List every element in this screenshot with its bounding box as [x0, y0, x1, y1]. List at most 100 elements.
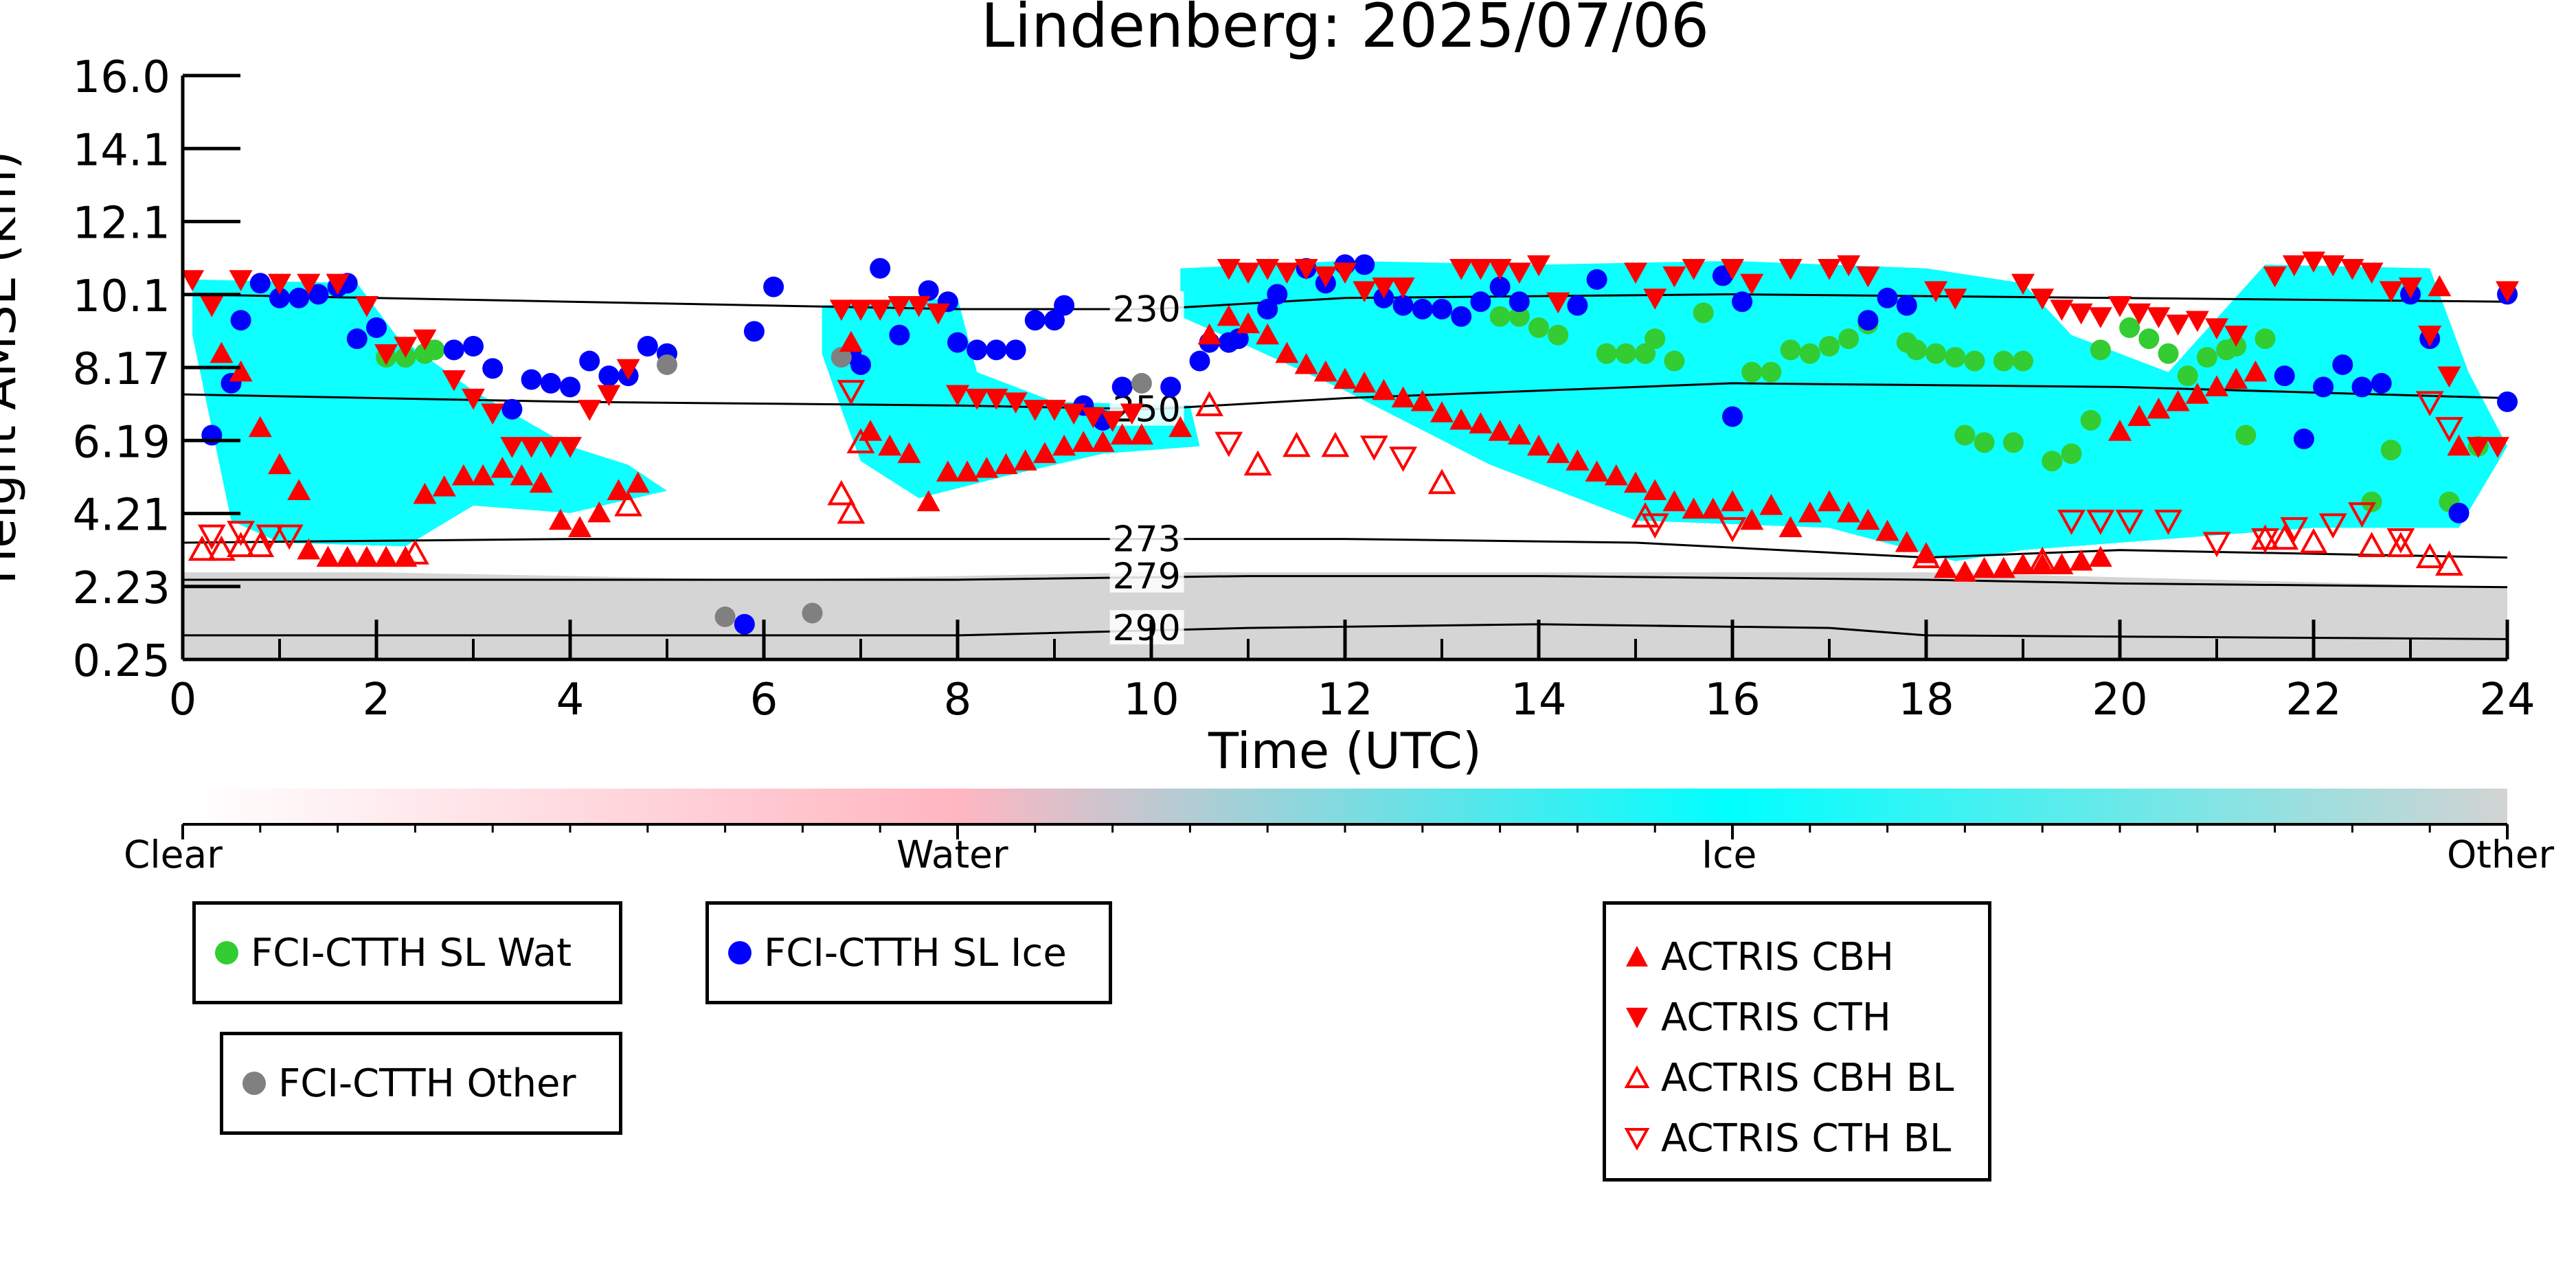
point-actris-cth-35 — [1120, 403, 1144, 425]
point-fci-ctth-sl-wat-15 — [1761, 361, 1782, 383]
point-actris-cbh-75 — [1875, 519, 1899, 541]
point-fci-ctth-sl-ice-77 — [2448, 502, 2470, 523]
point-actris-cbh-72 — [1818, 490, 1841, 512]
point-actris-cbh-37 — [1110, 423, 1134, 445]
point-fci-ctth-sl-ice-78 — [2497, 391, 2518, 412]
point-actris-cbh-50 — [1391, 386, 1415, 408]
contour-line-250 — [183, 382, 2507, 411]
point-fci-ctth-sl-ice-67 — [1877, 287, 1898, 308]
point-actris-cbh-bl-15 — [1912, 543, 1941, 569]
point-actris-cth-86 — [2466, 437, 2490, 458]
point-actris-cbh-2 — [248, 416, 272, 438]
point-actris-cth-31 — [1043, 400, 1066, 421]
contour-line-273 — [183, 538, 2507, 559]
point-actris-cth-52 — [1624, 262, 1647, 284]
point-actris-cbh-84 — [2050, 553, 2074, 574]
contour-label-bg-279 — [1109, 558, 1184, 593]
point-actris-cbh-52 — [1430, 401, 1454, 422]
point-actris-cbh-57 — [1527, 434, 1550, 456]
point-actris-cth-56 — [1721, 259, 1744, 280]
point-actris-cbh-31 — [994, 453, 1018, 475]
point-actris-cth-16 — [558, 437, 582, 458]
series-fci-ctth-sl-ice — [201, 254, 2518, 635]
point-actris-cbh-55 — [1488, 420, 1512, 441]
x-tick-label-0: 0 — [169, 675, 197, 725]
series-actris-cbh — [210, 275, 2471, 582]
point-actris-cth-39 — [1275, 262, 1299, 284]
point-actris-cbh-bl-16 — [2028, 546, 2057, 572]
point-actris-cth-22 — [868, 300, 892, 321]
point-actris-cbh-95 — [2428, 275, 2452, 297]
point-actris-cbh-10 — [394, 545, 418, 567]
colorbar — [181, 789, 2509, 839]
point-fci-ctth-sl-ice-27 — [850, 354, 871, 375]
point-actris-cbh-81 — [1991, 556, 2015, 578]
point-actris-cbh-9 — [374, 545, 398, 567]
series-actris-cth-bl — [197, 380, 2463, 558]
series-actris-cbh-bl — [188, 391, 2463, 576]
point-actris-cbh-94 — [2244, 360, 2268, 382]
point-actris-cth-10 — [442, 370, 466, 392]
point-fci-ctth-sl-ice-55 — [1412, 299, 1433, 319]
point-actris-cbh-15 — [490, 457, 515, 478]
point-actris-cth-27 — [965, 388, 989, 410]
point-actris-cth-23 — [888, 296, 912, 317]
point-actris-cbh-0 — [210, 341, 234, 363]
x-tick-label-4: 8 — [944, 675, 972, 725]
triangle-down-icon — [1613, 997, 1661, 1038]
point-fci-ctth-sl-wat-17 — [1799, 343, 1820, 364]
point-actris-cth-bl-5 — [1214, 431, 1243, 457]
point-fci-ctth-sl-ice-29 — [889, 324, 910, 346]
point-actris-cbh-86 — [2088, 545, 2112, 567]
point-fci-ctth-sl-ice-70 — [2293, 428, 2314, 449]
x-axis-label: Time (UTC) — [1208, 722, 1482, 780]
legend-label-ice: FCI-CTTH SL Ice — [764, 930, 1067, 975]
point-actris-cbh-45 — [1294, 352, 1318, 374]
point-fci-ctth-sl-ice-11 — [443, 339, 464, 361]
point-actris-cth-81 — [2360, 262, 2384, 284]
y-axis-label: Height AMSL (km) — [0, 151, 27, 585]
point-actris-cth-bl-8 — [1640, 513, 1669, 539]
point-actris-cth-58 — [1778, 259, 1803, 280]
point-fci-ctth-sl-ice-58 — [1470, 291, 1491, 313]
point-fci-ctth-sl-ice-42 — [1160, 376, 1182, 398]
triangle-up-open-icon — [1613, 1057, 1661, 1098]
point-actris-cbh-bl-22 — [2415, 543, 2444, 569]
point-actris-cbh-19 — [568, 516, 592, 538]
point-actris-cth-bl-11 — [2086, 510, 2115, 535]
point-fci-ctth-sl-ice-35 — [1005, 339, 1026, 361]
point-fci-ctth-sl-ice-19 — [598, 365, 620, 387]
point-actris-cbh-26 — [897, 442, 921, 464]
point-fci-ctth-sl-ice-0 — [201, 425, 223, 446]
point-actris-cth-82 — [2379, 281, 2403, 303]
point-fci-ctth-sl-ice-34 — [986, 339, 1007, 361]
point-fci-ctth-sl-wat-3 — [424, 339, 445, 361]
point-actris-cth-83 — [2399, 278, 2422, 299]
point-fci-ctth-sl-ice-13 — [482, 358, 504, 379]
point-fci-ctth-sl-wat-28 — [1954, 425, 1976, 446]
point-actris-cth-bl-16 — [2280, 517, 2309, 543]
x-tick-label-6: 12 — [1317, 675, 1372, 725]
point-actris-cbh-bl-3 — [246, 532, 275, 557]
point-actris-cbh-51 — [1410, 389, 1434, 411]
point-actris-cbh-29 — [956, 460, 980, 482]
point-actris-cbh-85 — [2069, 549, 2093, 571]
point-actris-cbh-34 — [1052, 434, 1076, 456]
x-tick-label-11: 22 — [2285, 675, 2341, 725]
point-fci-ctth-sl-wat-24 — [1945, 347, 1966, 368]
point-fci-ctth-sl-ice-37 — [1044, 310, 1065, 331]
point-actris-cbh-30 — [975, 457, 999, 478]
point-actris-cth-51 — [1546, 292, 1570, 314]
point-fci-ctth-sl-ice-68 — [1896, 295, 1917, 316]
point-fci-ctth-sl-wat-23 — [1925, 343, 1947, 364]
y-tick-label-6: 4.21 — [73, 490, 171, 541]
point-actris-cbh-bl-4 — [401, 539, 429, 565]
contour-label-273: 273 — [1113, 519, 1181, 561]
legend-label-other: FCI-CTTH Other — [278, 1061, 576, 1106]
point-actris-cbh-91 — [2185, 383, 2209, 404]
point-fci-ctth-sl-wat-6 — [1528, 317, 1549, 338]
point-actris-cth-53 — [1643, 289, 1667, 310]
gray-dot-icon — [230, 1063, 278, 1104]
point-actris-cbh-35 — [1072, 431, 1096, 452]
